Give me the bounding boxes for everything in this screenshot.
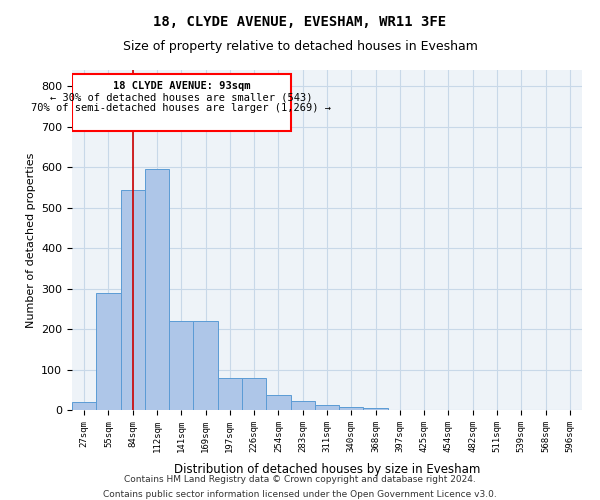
Bar bbox=[339, 407, 364, 410]
Text: 18, CLYDE AVENUE, EVESHAM, WR11 3FE: 18, CLYDE AVENUE, EVESHAM, WR11 3FE bbox=[154, 15, 446, 29]
Bar bbox=[266, 394, 290, 410]
Text: Contains public sector information licensed under the Open Government Licence v3: Contains public sector information licen… bbox=[103, 490, 497, 499]
Text: 70% of semi-detached houses are larger (1,269) →: 70% of semi-detached houses are larger (… bbox=[31, 103, 331, 113]
FancyBboxPatch shape bbox=[72, 74, 290, 130]
Bar bbox=[121, 190, 145, 410]
Bar bbox=[364, 408, 388, 410]
Text: Size of property relative to detached houses in Evesham: Size of property relative to detached ho… bbox=[122, 40, 478, 53]
Bar bbox=[193, 321, 218, 410]
Text: ← 30% of detached houses are smaller (543): ← 30% of detached houses are smaller (54… bbox=[50, 92, 313, 102]
Bar bbox=[315, 405, 339, 410]
Bar bbox=[96, 292, 121, 410]
Bar bbox=[290, 401, 315, 410]
X-axis label: Distribution of detached houses by size in Evesham: Distribution of detached houses by size … bbox=[174, 463, 480, 476]
Text: 18 CLYDE AVENUE: 93sqm: 18 CLYDE AVENUE: 93sqm bbox=[113, 82, 250, 92]
Bar bbox=[242, 378, 266, 410]
Bar bbox=[145, 169, 169, 410]
Bar bbox=[218, 378, 242, 410]
Y-axis label: Number of detached properties: Number of detached properties bbox=[26, 152, 35, 328]
Bar bbox=[72, 402, 96, 410]
Bar bbox=[169, 321, 193, 410]
Text: Contains HM Land Registry data © Crown copyright and database right 2024.: Contains HM Land Registry data © Crown c… bbox=[124, 475, 476, 484]
